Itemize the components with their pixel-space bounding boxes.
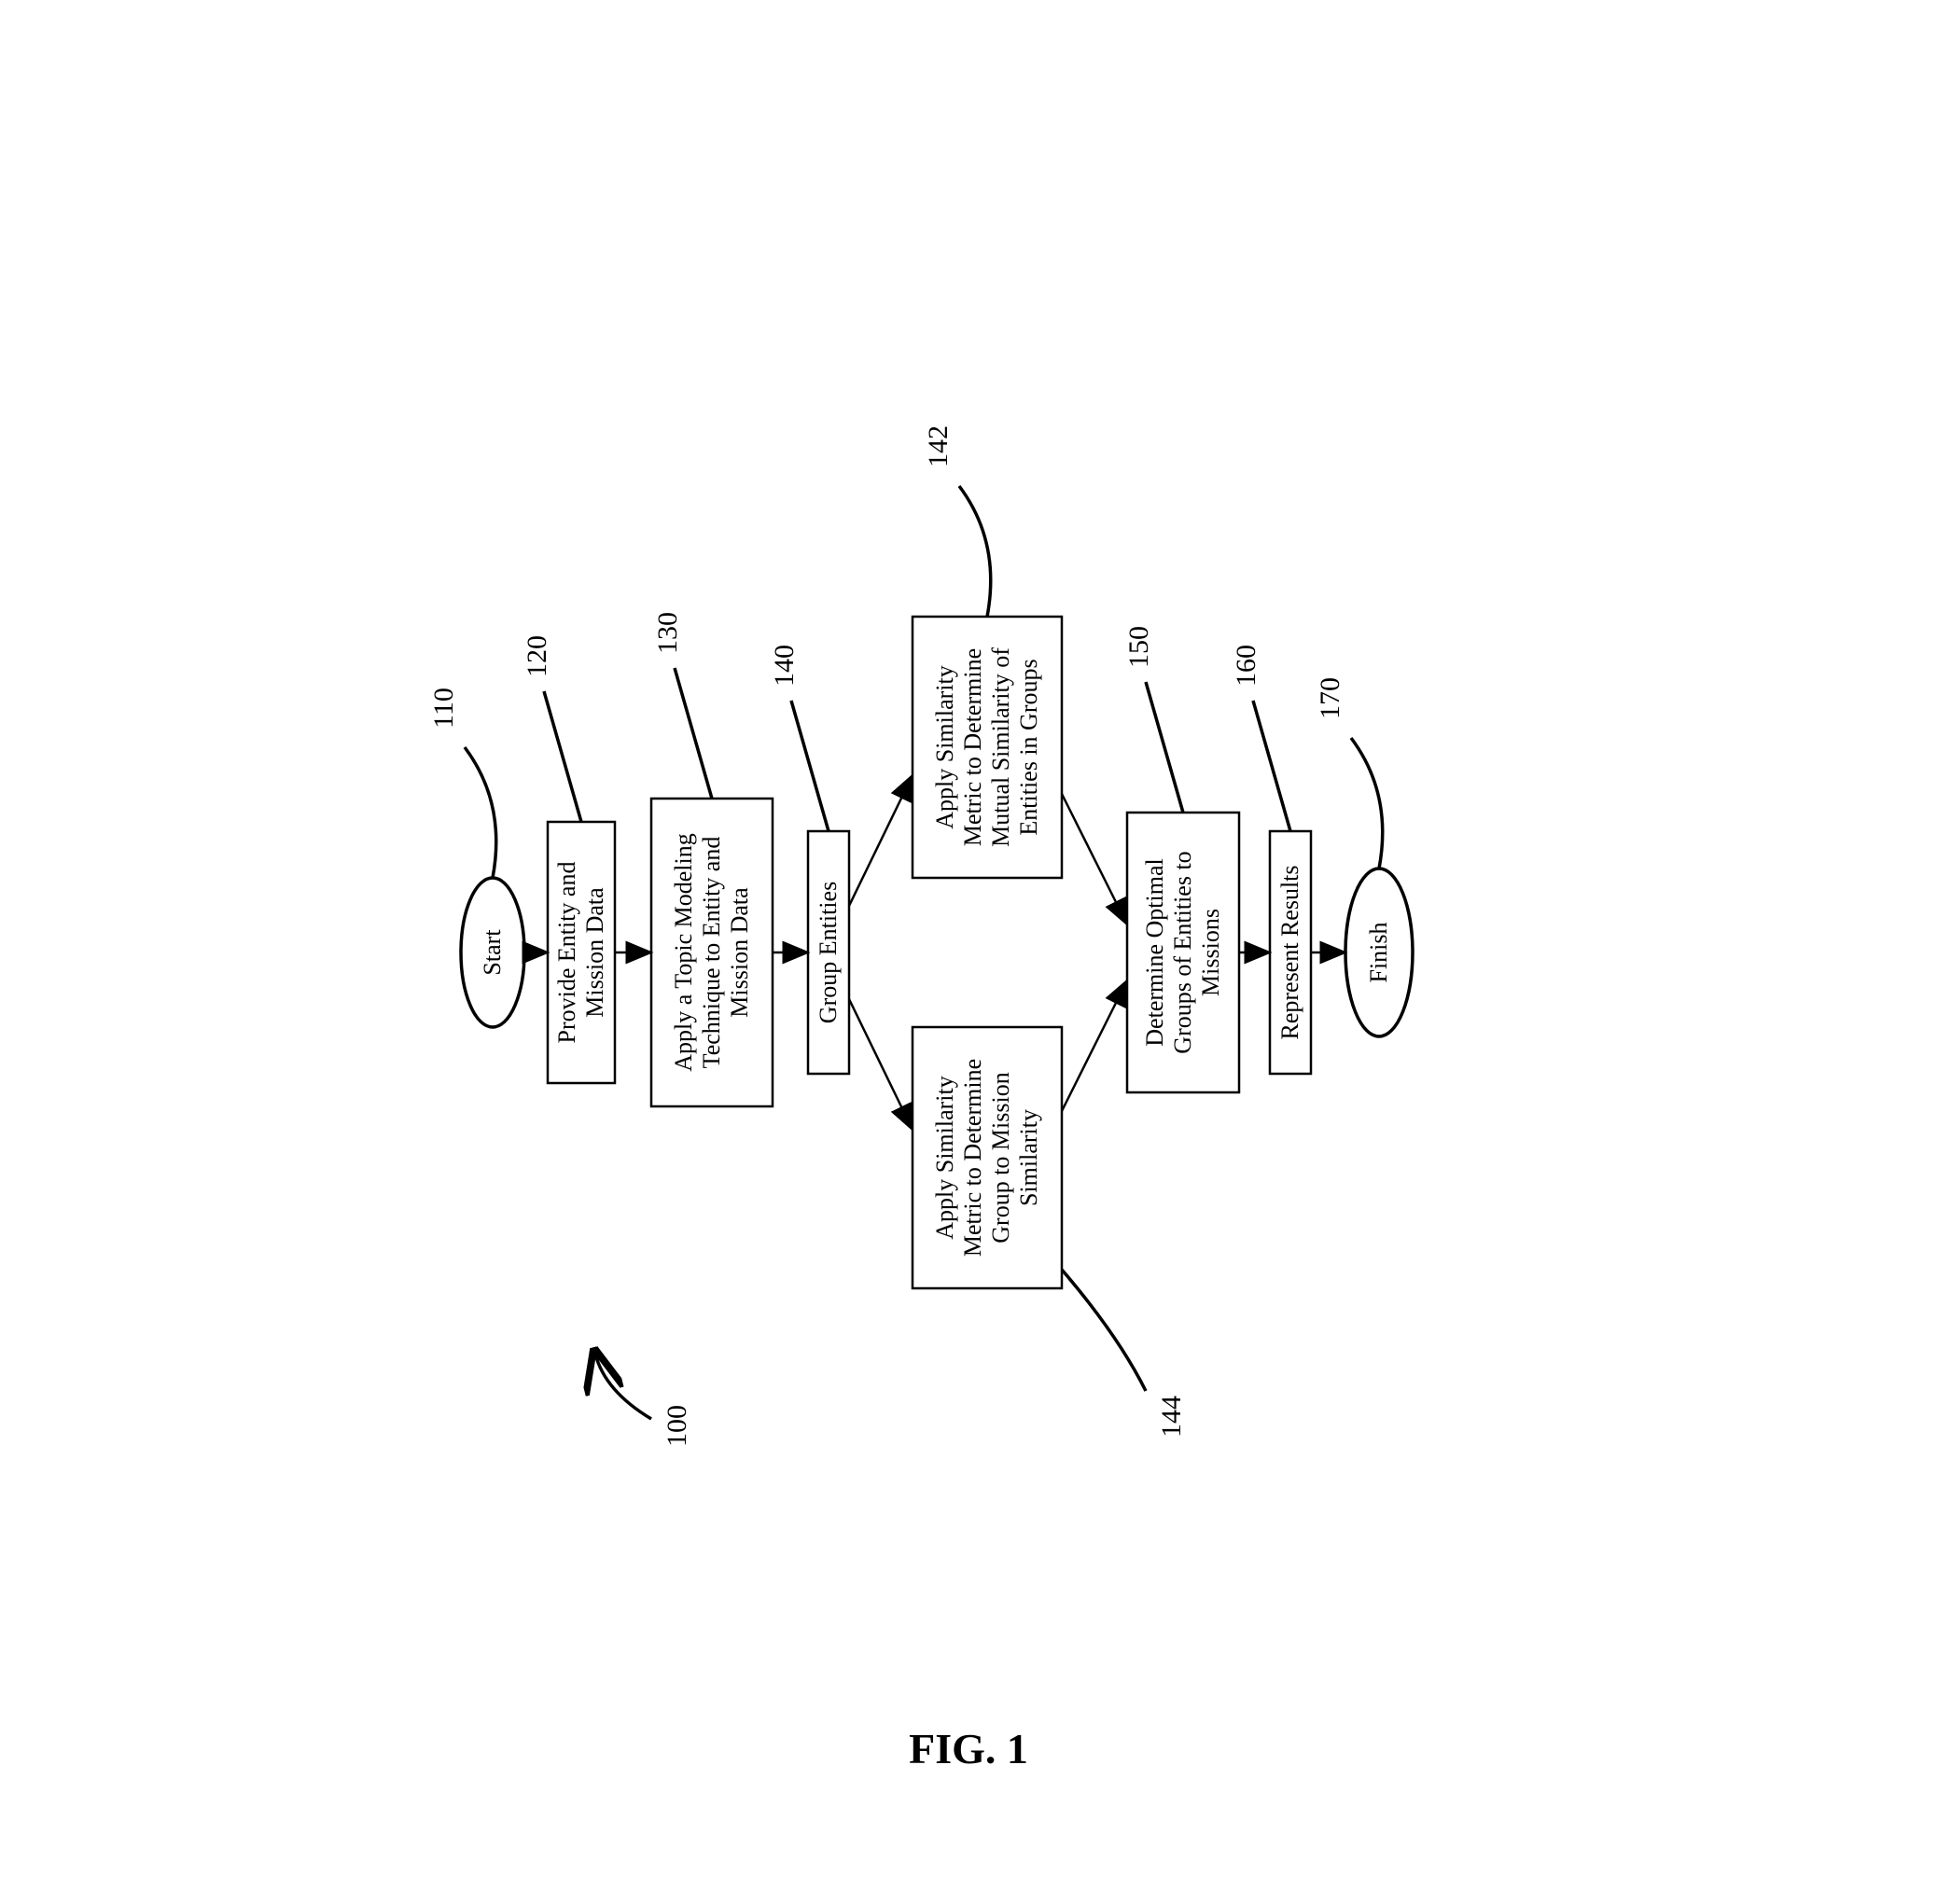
ref-label-144: 144 [1156, 1396, 1187, 1438]
ref-label-160: 160 [1231, 645, 1261, 687]
leader-140 [791, 701, 829, 831]
n142-text-line: Apply Similarity [931, 665, 958, 829]
n142-text-line: Entities in Groups [1015, 659, 1042, 835]
start-text: Start [479, 928, 506, 975]
n120-text-line: Mission Data [581, 886, 608, 1017]
finish-text: Finish [1365, 922, 1392, 982]
ref-label-120: 120 [522, 635, 552, 677]
edge-n142-n150 [1062, 794, 1127, 924]
leader-142 [959, 486, 991, 617]
figure-label: FIG. 1 [909, 1724, 1028, 1773]
n142-text-line: Mutual Similarity of [987, 646, 1014, 846]
n130-text-line: Mission Data [726, 886, 753, 1017]
edge-n140-n144 [849, 999, 913, 1130]
n120-text-line: Provide Entity and [553, 861, 580, 1043]
n130-text-line: Apply a Topic Modeling [670, 833, 697, 1072]
leader-170 [1351, 738, 1383, 869]
flowchart-svg: StartProvide Entity andMission DataApply… [315, 113, 1622, 1792]
n130-text-line: Technique to Entity and [698, 836, 725, 1068]
n150-text-line: Missions [1197, 909, 1224, 996]
n144-text-line: Group to Mission [987, 1072, 1014, 1243]
n144-text-line: Apply Similarity [931, 1076, 958, 1240]
n144-text-line: Similarity [1015, 1109, 1042, 1206]
figure-ref-arrow [595, 1354, 651, 1419]
n160-text-line: Represent Results [1276, 865, 1303, 1039]
edge-n144-n150 [1062, 980, 1127, 1111]
leader-160 [1253, 701, 1290, 831]
ref-label-130: 130 [652, 612, 683, 654]
n140-text-line: Group Entities [815, 881, 842, 1022]
n144-text-line: Metric to Determine [959, 1058, 986, 1256]
ref-label-110: 110 [428, 688, 459, 729]
leader-130 [675, 668, 712, 799]
leader-110 [465, 747, 496, 878]
ref-label-140: 140 [769, 645, 800, 687]
leader-144 [1062, 1270, 1146, 1391]
figure-ref: 100 [662, 1405, 692, 1447]
ref-label-170: 170 [1315, 677, 1345, 719]
ref-label-142: 142 [923, 425, 954, 467]
flowchart-container: StartProvide Entity andMission DataApply… [315, 113, 1622, 1792]
leader-120 [544, 691, 581, 822]
n150-text-line: Determine Optimal [1141, 858, 1168, 1046]
leader-150 [1146, 682, 1183, 813]
n142-text-line: Metric to Determine [959, 647, 986, 845]
n150-text-line: Groups of Entities to [1169, 851, 1196, 1053]
edge-n140-n142 [849, 775, 913, 906]
ref-label-150: 150 [1123, 626, 1154, 668]
